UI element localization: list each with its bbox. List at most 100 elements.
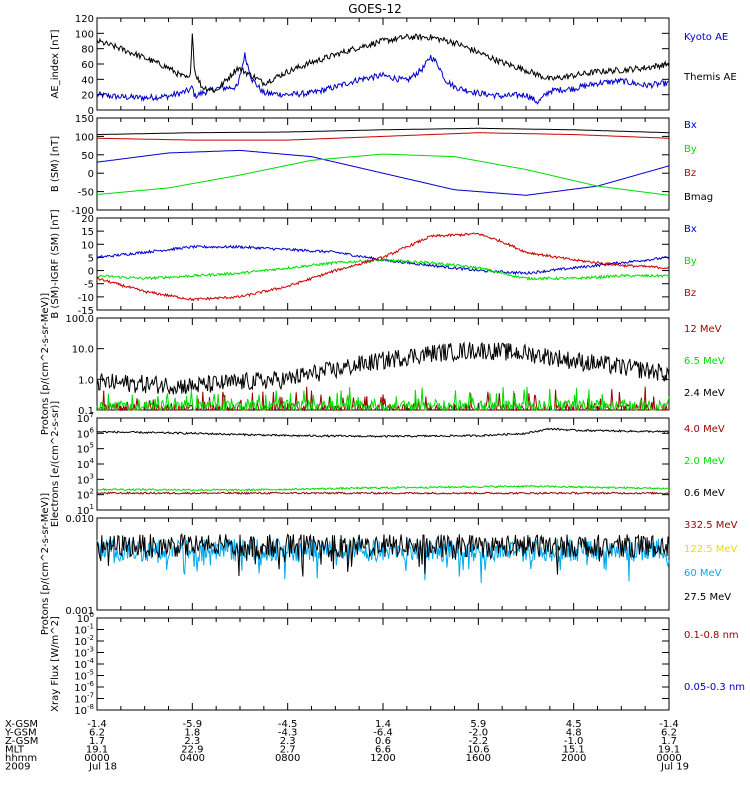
legend-label: Bx — [684, 120, 697, 131]
panel-6: 0.001 0.010 Protons [p/(cm^2-s-sr-MeV)] 332… — [40, 493, 738, 635]
x-cell: 1.4 — [375, 719, 391, 730]
x-cell: 6.2 — [89, 728, 105, 739]
x-cell: 0800 — [275, 753, 300, 764]
x-cell: 10.6 — [467, 745, 489, 756]
panel-7: 10-810-710-610-510-410-310-210-1100Xray … — [50, 611, 745, 717]
x-cell: 2.3 — [184, 736, 200, 747]
x-row-label: hhmm — [5, 753, 37, 764]
y-tick-label: 50 — [81, 151, 94, 162]
y-axis-label: B (SM) [nT] — [50, 136, 61, 192]
x-cell: 2.3 — [280, 736, 296, 747]
legend-label: 0.6 MeV — [684, 488, 725, 499]
x-cell: Jul 19 — [660, 762, 689, 773]
y-tick-label: 10 — [81, 240, 94, 251]
legend-label: 27.5 MeV — [684, 592, 731, 603]
y-tick-label: -100 — [71, 206, 94, 217]
y-tick-label: 105 — [77, 442, 94, 456]
y-tick-label: 100 — [75, 29, 94, 40]
y-tick-label: -5 — [84, 280, 94, 291]
y-tick-label: 0.001 — [65, 606, 94, 617]
panel-frame — [96, 217, 670, 311]
figure-title: GOES-12 — [348, 2, 402, 16]
series-line-4-0-mev — [96, 491, 670, 496]
legend-label: 12 MeV — [684, 324, 722, 335]
y-tick-label: 104 — [77, 457, 95, 471]
x-cell: -1.4 — [659, 719, 679, 730]
series-line-kyoto-ae — [96, 52, 670, 105]
x-cell: -1.0 — [564, 736, 584, 747]
series-line-0-6-mev — [96, 427, 670, 439]
y-axis-label: Electrons [e/(cm^2-s-sr)] — [50, 401, 61, 527]
y-tick-label: 40 — [81, 75, 94, 86]
x-row-label: 2009 — [5, 762, 30, 773]
y-tick-label: 0.1 — [78, 406, 94, 417]
x-row-label: Y-GSM — [4, 728, 37, 739]
legend-label: 122.5 MeV — [684, 544, 738, 555]
series-line-2-4-mev — [96, 341, 670, 395]
legend-label: Kyoto AE — [684, 32, 728, 43]
x-cell: -1.4 — [87, 719, 107, 730]
panel-frame — [96, 417, 670, 511]
y-tick-label: 107 — [77, 411, 94, 425]
x-cell: 1.8 — [184, 728, 200, 739]
y-tick-label: 15 — [81, 227, 94, 238]
panel-3: -15 -10 -5 0 5 10 15 20 B (SM)-IGRF (SM) [nT] Bx B… — [50, 209, 697, 318]
x-axis-table: X-GSMY-GSMZ-GSMMLThhmm2009-1.46.21.719.1… — [4, 719, 689, 773]
legend-label: 0.05-0.3 nm — [684, 682, 745, 693]
x-cell: 4.5 — [566, 719, 582, 730]
series-line-bmag — [96, 127, 669, 136]
legend-label: 0.1-0.8 nm — [684, 630, 739, 641]
y-axis-label: AE_index [nT] — [50, 29, 61, 98]
x-cell: -4.3 — [278, 728, 298, 739]
x-cell: 0000 — [84, 753, 109, 764]
x-cell: 22.9 — [181, 745, 203, 756]
series-line-6-5-mev — [96, 386, 670, 412]
series-line-27-5-mev — [96, 533, 670, 577]
x-cell: 1200 — [370, 753, 395, 764]
x-cell: Jul 18 — [88, 762, 117, 773]
x-row-label: MLT — [5, 745, 25, 756]
x-cell: 1600 — [466, 753, 491, 764]
y-tick-label: -10 — [78, 293, 94, 304]
x-cell: 15.1 — [563, 745, 585, 756]
x-cell: 6.6 — [375, 745, 391, 756]
series-line-bz — [96, 132, 669, 141]
series-line-bz — [96, 232, 670, 302]
legend-label: 6.5 MeV — [684, 356, 725, 367]
x-cell: 0400 — [180, 753, 205, 764]
legend-label: Bz — [684, 288, 696, 299]
y-tick-label: 0 — [88, 106, 94, 117]
panel-frame — [96, 17, 670, 111]
x-cell: -6.4 — [373, 728, 393, 739]
x-cell: -5.9 — [183, 719, 203, 730]
y-tick-label: 80 — [81, 45, 94, 56]
x-cell: 19.1 — [86, 745, 108, 756]
legend-label: Bx — [684, 224, 697, 235]
x-cell: -2.0 — [469, 728, 489, 739]
y-tick-label: 120 — [75, 14, 94, 25]
y-tick-label: 0 — [88, 267, 94, 278]
y-axis-label: Xray Flux [W/m^2] — [50, 616, 61, 712]
legend-label: 60 MeV — [684, 568, 722, 579]
legend-label: By — [684, 144, 697, 155]
x-cell: 0000 — [656, 753, 681, 764]
y-axis-label: Protons [p/(cm^2-s-sr-MeV)] — [40, 293, 51, 435]
legend-label: 332.5 MeV — [684, 520, 738, 531]
x-cell: 5.9 — [470, 719, 486, 730]
y-tick-label: 100 — [75, 132, 94, 143]
y-axis-label: Protons [p/(cm^2-s-sr-MeV)] — [40, 493, 51, 635]
x-cell: 4.8 — [566, 728, 582, 739]
legend-label: 4.0 MeV — [684, 424, 725, 435]
legend-label: 2.0 MeV — [684, 456, 725, 467]
panel-frame — [96, 517, 670, 611]
x-cell: -2.2 — [469, 736, 489, 747]
x-cell: 2.7 — [280, 745, 296, 756]
x-row-label: Z-GSM — [5, 736, 38, 747]
series-line-bx — [96, 149, 670, 196]
y-tick-label: 102 — [77, 488, 94, 502]
panel-frame — [96, 117, 670, 211]
legend-label: Bmag — [684, 192, 713, 203]
x-cell: 0.6 — [375, 736, 391, 747]
